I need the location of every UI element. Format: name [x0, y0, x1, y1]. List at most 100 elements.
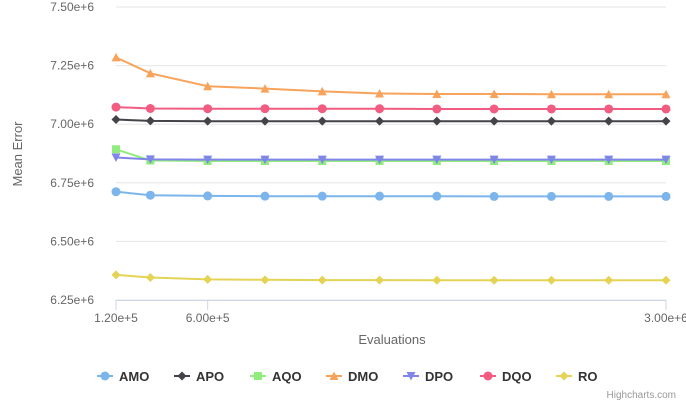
- data-point-dmo[interactable]: [145, 68, 155, 78]
- series-line-dmo[interactable]: [115, 56, 666, 96]
- data-point-apo[interactable]: [489, 116, 499, 126]
- data-point-amo[interactable]: [203, 191, 213, 201]
- data-point-amo[interactable]: [260, 191, 270, 201]
- data-point-dmo[interactable]: [489, 89, 499, 98]
- data-point-dqo[interactable]: [489, 104, 499, 114]
- data-point-ro[interactable]: [260, 275, 270, 285]
- data-point-dpo[interactable]: [203, 155, 213, 165]
- series-ro[interactable]: [111, 270, 671, 285]
- series-dpo[interactable]: [111, 153, 671, 165]
- legend-label[interactable]: APO: [196, 369, 224, 384]
- data-point-amo[interactable]: [604, 191, 614, 201]
- series-line-apo[interactable]: [115, 118, 666, 123]
- data-point-dpo[interactable]: [604, 155, 614, 165]
- legend-marker-amo[interactable]: [100, 371, 110, 381]
- data-point-ro[interactable]: [604, 275, 614, 285]
- legend-marker-ro[interactable]: [559, 371, 569, 381]
- data-point-amo[interactable]: [317, 191, 327, 201]
- series-dqo[interactable]: [111, 102, 671, 114]
- series-line-dpo[interactable]: [115, 156, 666, 161]
- data-point-dpo[interactable]: [432, 155, 442, 165]
- legend-marker-aqo[interactable]: [254, 372, 262, 380]
- legend-marker-apo[interactable]: [177, 371, 187, 381]
- data-point-apo[interactable]: [432, 116, 442, 126]
- data-point-amo[interactable]: [661, 191, 671, 201]
- data-point-dqo[interactable]: [203, 104, 213, 114]
- data-point-aqo[interactable]: [112, 145, 120, 154]
- data-point-dpo[interactable]: [546, 155, 556, 165]
- legend-item-ro[interactable]: RO: [556, 369, 598, 384]
- legend-label[interactable]: RO: [578, 369, 598, 384]
- data-point-ro[interactable]: [489, 275, 499, 285]
- data-point-dpo[interactable]: [260, 155, 270, 165]
- legend-item-apo[interactable]: APO: [174, 369, 224, 384]
- data-point-ro[interactable]: [203, 274, 213, 284]
- data-point-dqo[interactable]: [260, 104, 270, 114]
- data-point-apo[interactable]: [604, 116, 614, 126]
- legend-label[interactable]: DPO: [425, 369, 453, 384]
- data-point-dmo[interactable]: [260, 84, 270, 93]
- series-amo[interactable]: [111, 187, 671, 201]
- data-point-dqo[interactable]: [111, 102, 121, 112]
- data-point-ro[interactable]: [432, 275, 442, 285]
- data-point-amo[interactable]: [375, 191, 385, 201]
- series-line-dqo[interactable]: [115, 106, 666, 110]
- data-point-amo[interactable]: [432, 191, 442, 201]
- data-point-amo[interactable]: [546, 191, 556, 201]
- data-point-ro[interactable]: [546, 275, 556, 285]
- legend-marker-dpo[interactable]: [406, 372, 416, 381]
- legend-item-dmo[interactable]: DMO: [326, 369, 378, 384]
- data-point-apo[interactable]: [145, 116, 155, 126]
- data-point-apo[interactable]: [375, 116, 385, 126]
- data-point-dmo[interactable]: [661, 89, 671, 99]
- data-point-dqo[interactable]: [375, 104, 385, 114]
- data-point-dqo[interactable]: [317, 104, 327, 114]
- legend[interactable]: AMO APO AQO DMO DPO DQO RO: [97, 369, 598, 384]
- legend-item-dpo[interactable]: DPO: [403, 369, 453, 384]
- data-point-ro[interactable]: [317, 275, 327, 285]
- series-aqo[interactable]: [112, 145, 670, 166]
- data-point-apo[interactable]: [661, 116, 671, 126]
- data-point-ro[interactable]: [375, 275, 385, 285]
- series-line-ro[interactable]: [115, 273, 666, 282]
- data-point-dmo[interactable]: [317, 86, 327, 96]
- data-point-dpo[interactable]: [661, 155, 671, 165]
- legend-label[interactable]: DQO: [502, 369, 532, 384]
- data-point-dmo[interactable]: [604, 89, 614, 99]
- data-point-ro[interactable]: [145, 272, 155, 282]
- data-point-apo[interactable]: [111, 115, 121, 125]
- data-point-dqo[interactable]: [604, 104, 614, 114]
- data-point-dpo[interactable]: [317, 155, 327, 165]
- credits[interactable]: Highcharts.com: [607, 390, 676, 401]
- data-point-dmo[interactable]: [111, 52, 121, 62]
- legend-marker-dmo[interactable]: [329, 371, 339, 381]
- data-point-dpo[interactable]: [375, 155, 385, 165]
- data-point-dmo[interactable]: [432, 89, 442, 98]
- data-point-amo[interactable]: [145, 190, 155, 200]
- legend-label[interactable]: AMO: [119, 369, 149, 384]
- data-point-dpo[interactable]: [111, 153, 121, 162]
- legend-item-amo[interactable]: AMO: [97, 369, 149, 384]
- series-apo[interactable]: [111, 115, 671, 126]
- data-point-dpo[interactable]: [145, 155, 155, 164]
- data-point-dqo[interactable]: [145, 103, 155, 113]
- data-point-amo[interactable]: [489, 191, 499, 201]
- legend-item-dqo[interactable]: DQO: [480, 369, 532, 384]
- data-point-dqo[interactable]: [546, 104, 556, 114]
- data-point-apo[interactable]: [260, 116, 270, 126]
- data-point-ro[interactable]: [111, 270, 121, 280]
- legend-marker-dqo[interactable]: [483, 371, 493, 381]
- data-point-apo[interactable]: [203, 116, 213, 126]
- series-line-amo[interactable]: [115, 190, 666, 198]
- data-point-apo[interactable]: [317, 116, 327, 126]
- data-point-dmo[interactable]: [546, 89, 556, 99]
- data-point-dmo[interactable]: [375, 88, 385, 98]
- legend-label[interactable]: DMO: [348, 369, 378, 384]
- legend-item-aqo[interactable]: AQO: [250, 369, 302, 384]
- data-point-dqo[interactable]: [661, 104, 671, 114]
- legend-label[interactable]: AQO: [272, 369, 302, 384]
- data-point-ro[interactable]: [661, 275, 671, 285]
- data-point-apo[interactable]: [546, 116, 556, 126]
- data-point-amo[interactable]: [111, 187, 121, 197]
- series-dmo[interactable]: [111, 52, 671, 99]
